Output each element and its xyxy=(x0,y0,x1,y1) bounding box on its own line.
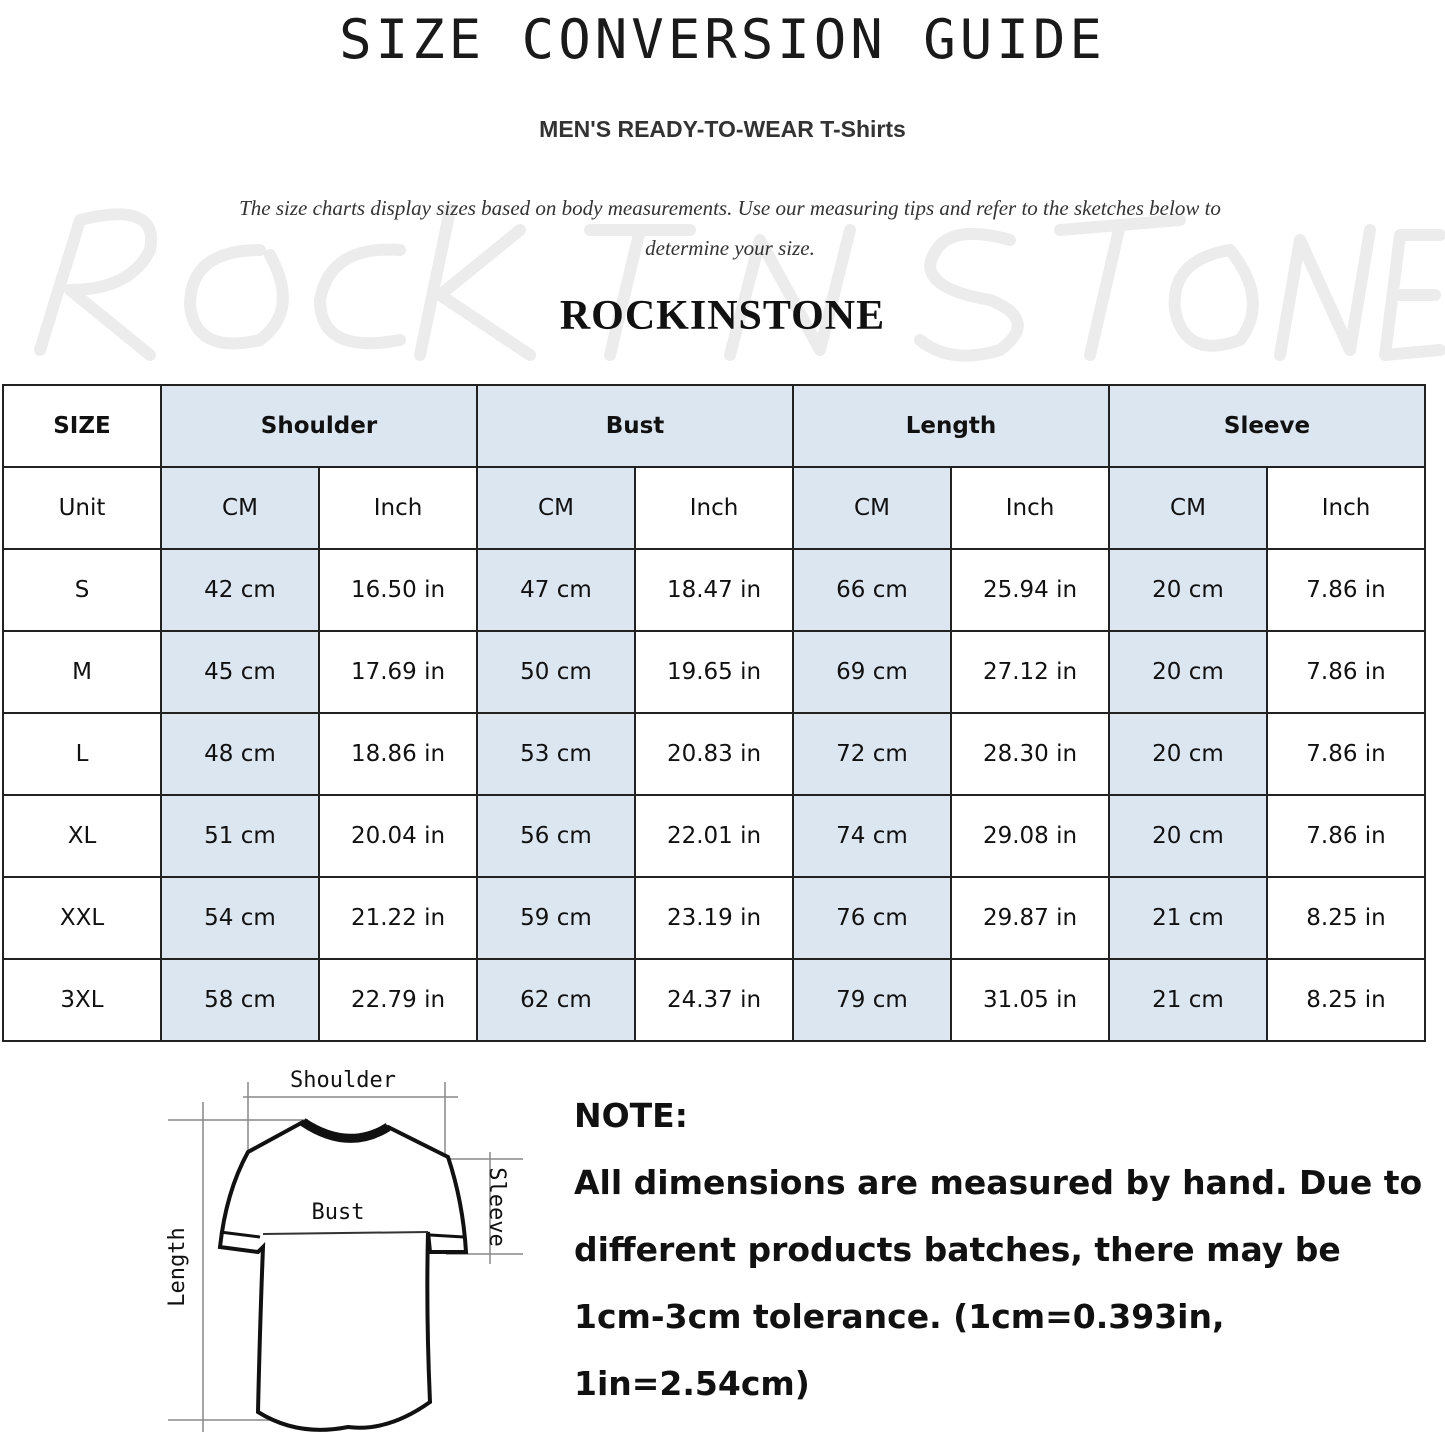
value-cell: 21 cm xyxy=(1108,876,1268,960)
unit-header: CM xyxy=(160,466,320,550)
value-cell: 20.83 in xyxy=(634,712,794,796)
value-cell: 28.30 in xyxy=(950,712,1110,796)
bust-label: Bust xyxy=(312,1200,365,1225)
value-cell: 23.19 in xyxy=(634,876,794,960)
tshirt-icon xyxy=(217,1118,469,1432)
value-cell: 24.37 in xyxy=(634,958,794,1042)
value-cell: 20 cm xyxy=(1108,794,1268,878)
value-cell: 48 cm xyxy=(160,712,320,796)
size-cell: S xyxy=(2,548,162,632)
value-cell: 20 cm xyxy=(1108,548,1268,632)
table-row: XL 51 cm 20.04 in 56 cm 22.01 in 74 cm 29.08 i… xyxy=(2,794,1426,878)
brand-name: ROCKINSTONE xyxy=(559,293,886,339)
value-cell: 21.22 in xyxy=(318,876,478,960)
measure-lines xyxy=(168,1082,523,1432)
size-cell: XL xyxy=(2,794,162,878)
length-label: Length xyxy=(165,1227,190,1306)
unit-row: Unit CM Inch CM Inch CM Inch CM Inch xyxy=(2,466,1426,550)
shoulder-label: Shoulder xyxy=(290,1068,396,1093)
value-cell: 72 cm xyxy=(792,712,952,796)
description: The size charts display sizes based on b… xyxy=(239,196,1221,260)
table-row: XXL 54 cm 21.22 in 59 cm 23.19 in 76 cm 29.87 … xyxy=(2,876,1426,960)
subtitle: MEN'S READY-TO-WEAR T-Shirts xyxy=(539,116,906,142)
table-row: 3XL 58 cm 22.79 in 62 cm 24.37 in 79 cm 31.05 … xyxy=(2,958,1426,1042)
note: NOTE: All dimensions are measured by han… xyxy=(574,1082,1434,1417)
table-header-row: SIZE Shoulder Bust Length Sleeve xyxy=(2,384,1426,468)
value-cell: 8.25 in xyxy=(1266,958,1426,1042)
unit-header: CM xyxy=(476,466,636,550)
unit-header: Inch xyxy=(634,466,794,550)
value-cell: 20 cm xyxy=(1108,712,1268,796)
value-cell: 79 cm xyxy=(792,958,952,1042)
page-title: SIZE CONVERSION GUIDE xyxy=(339,8,1106,71)
value-cell: 21 cm xyxy=(1108,958,1268,1042)
value-cell: 31.05 in xyxy=(950,958,1110,1042)
value-cell: 74 cm xyxy=(792,794,952,878)
table-row: L 48 cm 18.86 in 53 cm 20.83 in 72 cm 28.30 in… xyxy=(2,712,1426,796)
value-cell: 76 cm xyxy=(792,876,952,960)
value-cell: 56 cm xyxy=(476,794,636,878)
value-cell: 42 cm xyxy=(160,548,320,632)
value-cell: 20.04 in xyxy=(318,794,478,878)
value-cell: 62 cm xyxy=(476,958,636,1042)
unit-header: CM xyxy=(792,466,952,550)
size-table: SIZE Shoulder Bust Length Sleeve Unit CM Inch CM… xyxy=(2,384,1426,1042)
value-cell: 17.69 in xyxy=(318,630,478,714)
value-cell: 53 cm xyxy=(476,712,636,796)
size-cell: 3XL xyxy=(2,958,162,1042)
value-cell: 22.79 in xyxy=(318,958,478,1042)
value-cell: 16.50 in xyxy=(318,548,478,632)
group-header: Sleeve xyxy=(1108,384,1426,468)
group-header: Bust xyxy=(476,384,794,468)
value-cell: 54 cm xyxy=(160,876,320,960)
value-cell: 27.12 in xyxy=(950,630,1110,714)
size-cell: M xyxy=(2,630,162,714)
value-cell: 59 cm xyxy=(476,876,636,960)
note-heading: NOTE: xyxy=(574,1096,688,1135)
table-row: S 42 cm 16.50 in 47 cm 18.47 in 66 cm 25.94 in… xyxy=(2,548,1426,632)
tshirt-measurement-diagram: Shoulder Bust Length Sleeve xyxy=(165,1068,523,1432)
value-cell: 47 cm xyxy=(476,548,636,632)
value-cell: 18.47 in xyxy=(634,548,794,632)
note-text: All dimensions are measured by hand. Due… xyxy=(574,1163,1423,1403)
value-cell: 8.25 in xyxy=(1266,876,1426,960)
value-cell: 7.86 in xyxy=(1266,712,1426,796)
value-cell: 51 cm xyxy=(160,794,320,878)
table-row: M 45 cm 17.69 in 50 cm 19.65 in 69 cm 27.12 in… xyxy=(2,630,1426,714)
watermark xyxy=(34,204,1445,362)
sleeve-label: Sleeve xyxy=(484,1167,509,1246)
unit-header: CM xyxy=(1108,466,1268,550)
value-cell: 7.86 in xyxy=(1266,548,1426,632)
size-cell: L xyxy=(2,712,162,796)
value-cell: 50 cm xyxy=(476,630,636,714)
unit-header: Inch xyxy=(1266,466,1426,550)
value-cell: 19.65 in xyxy=(634,630,794,714)
value-cell: 22.01 in xyxy=(634,794,794,878)
unit-header: Inch xyxy=(950,466,1110,550)
value-cell: 7.86 in xyxy=(1266,794,1426,878)
group-header: Shoulder xyxy=(160,384,478,468)
value-cell: 25.94 in xyxy=(950,548,1110,632)
value-cell: 69 cm xyxy=(792,630,952,714)
value-cell: 29.87 in xyxy=(950,876,1110,960)
value-cell: 7.86 in xyxy=(1266,630,1426,714)
value-cell: 45 cm xyxy=(160,630,320,714)
group-header: Length xyxy=(792,384,1110,468)
value-cell: 18.86 in xyxy=(318,712,478,796)
size-header: SIZE xyxy=(2,384,162,468)
unit-label: Unit xyxy=(2,466,162,550)
value-cell: 66 cm xyxy=(792,548,952,632)
value-cell: 58 cm xyxy=(160,958,320,1042)
unit-header: Inch xyxy=(318,466,478,550)
size-cell: XXL xyxy=(2,876,162,960)
value-cell: 29.08 in xyxy=(950,794,1110,878)
value-cell: 20 cm xyxy=(1108,630,1268,714)
